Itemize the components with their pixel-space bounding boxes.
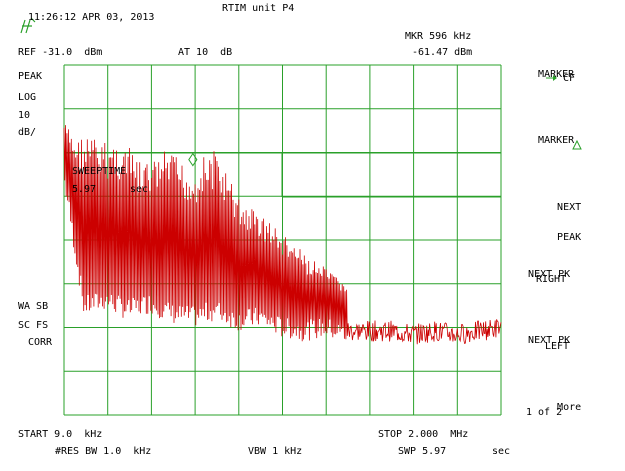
softkey-next-pk-right[interactable]: NEXT PK [516, 257, 570, 281]
softkey-marker-cf[interactable]: MARKER [526, 57, 574, 81]
softkey-marker-delta[interactable]: MARKER [526, 123, 574, 147]
reference-level: REF -31.0 dBm [18, 47, 103, 58]
softkey-next-peak[interactable]: NEXT PEAK [545, 190, 582, 243]
attenuation: AT 10 dB [178, 47, 233, 58]
softkey-sublabel: LEFT [545, 341, 570, 352]
marker-amplitude-readout: -61.47 dBm [412, 47, 473, 58]
sweep-time-unit: sec [492, 446, 511, 457]
video-bandwidth: VBW 1 kHz [248, 446, 303, 457]
softkey-label: MARKER [538, 69, 575, 80]
timestamp: 11:26:12 APR 03, 2013 [28, 12, 155, 23]
softkey-sublabel: RIGHT [536, 274, 567, 285]
scale-value: 10 [18, 110, 31, 121]
stop-frequency: STOP 2.000 MHz [378, 429, 469, 440]
softkey-label: NEXT PK [528, 335, 571, 346]
marker-delta-icon [572, 139, 582, 150]
softkey-page-indicator: 1 of 2 [526, 407, 563, 418]
softkey-sublabel: CF [563, 73, 576, 84]
instrument-logo-icon [20, 17, 36, 34]
softkey-label: NEXT PK [528, 269, 571, 280]
resolution-bandwidth: #RES BW 1.0 kHz [55, 446, 152, 457]
sweep-time: SWP 5.97 [398, 446, 447, 457]
marker-frequency-readout: MKR 596 kHz [405, 31, 472, 42]
status-flag: SC FS [18, 320, 49, 331]
start-frequency: START 9.0 kHz [18, 429, 103, 440]
sweeptime-overlay-box [64, 152, 501, 198]
softkey-label: PEAK [557, 232, 582, 243]
softkey-next-pk-left[interactable]: NEXT PK [516, 323, 570, 347]
sweeptime-unit: sec [130, 184, 149, 195]
sweeptime-value: 5.97 [72, 184, 97, 195]
softkey-label: MARKER [538, 135, 575, 146]
trace-graticule [63, 64, 502, 416]
status-flag: CORR [28, 337, 53, 348]
scale-unit: dB/ [18, 127, 37, 138]
marker-cf-arrow-icon [546, 75, 557, 81]
sweeptime-label: SWEEPTIME [72, 166, 127, 177]
softkey-more[interactable]: More [545, 390, 581, 414]
page-title: RTIM unit P4 [222, 3, 295, 14]
detector-mode: PEAK [18, 71, 43, 82]
softkey-label: More [557, 402, 582, 413]
softkey-label: NEXT [557, 202, 582, 213]
spectrum-trace [63, 125, 502, 345]
marker-diamond-icon [188, 152, 198, 167]
scale-type: LOG [18, 92, 37, 103]
status-flag: WA SB [18, 301, 49, 312]
